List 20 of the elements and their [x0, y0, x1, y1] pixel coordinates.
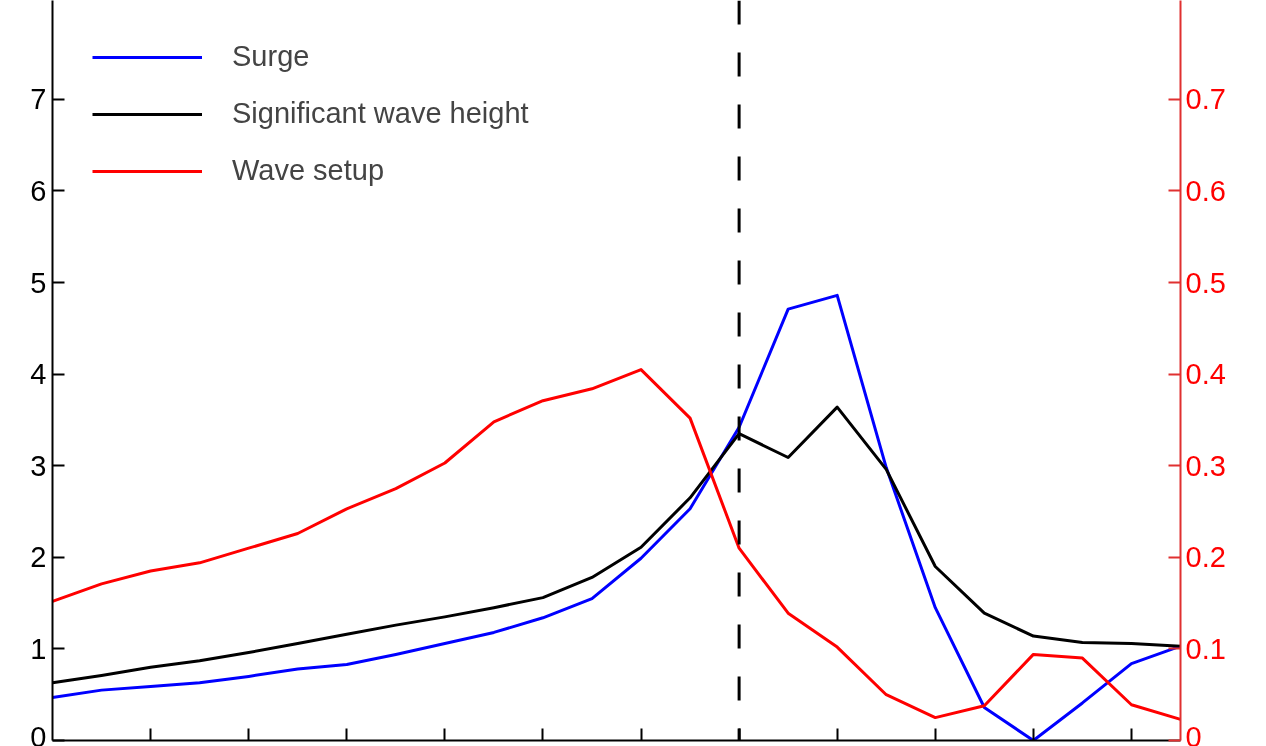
line-series — [52, 368, 1181, 721]
legend-label: Significant wave height — [232, 97, 529, 130]
y-tick-label: 1 — [30, 632, 47, 665]
y2-tick-label: 0.7 — [1185, 83, 1226, 116]
y-tick-label: 5 — [30, 266, 47, 299]
y2-tick-label: 0.4 — [1185, 358, 1226, 391]
legend-label: Wave setup — [232, 154, 385, 187]
y-tick-label: 3 — [30, 449, 47, 482]
y2-tick-label: 0.1 — [1185, 632, 1226, 665]
y-tick-label: 0 — [30, 720, 47, 746]
y-tick-label: 2 — [30, 541, 47, 574]
y-tick-label: 4 — [30, 358, 47, 391]
y-tick-label: 6 — [30, 175, 47, 207]
y2-tick-label: 0.5 — [1185, 266, 1226, 299]
y-tick-label: 7 — [30, 83, 47, 116]
legend-label: Surge — [232, 40, 310, 73]
y2-tick-label: 0.2 — [1185, 541, 1226, 574]
y2-tick-label: 0 — [1185, 720, 1202, 746]
y2-tick-label: 0.6 — [1185, 175, 1226, 207]
y2-tick-label: 0.3 — [1185, 449, 1226, 482]
